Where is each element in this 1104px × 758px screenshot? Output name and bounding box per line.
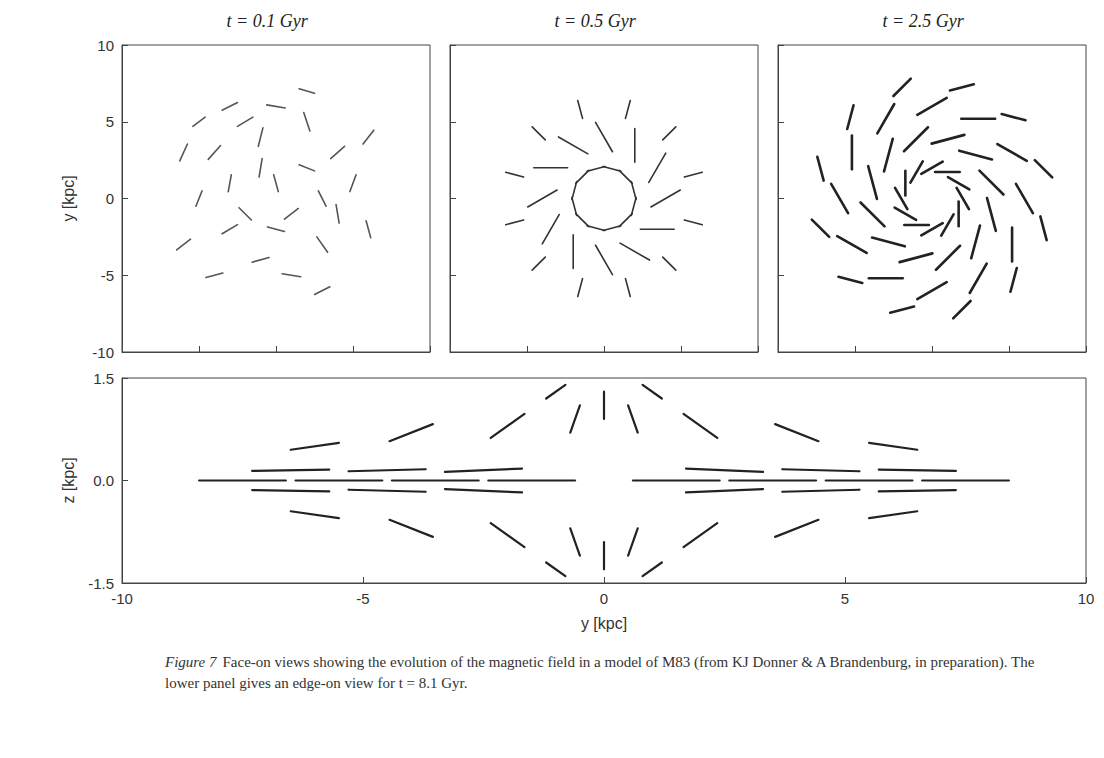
svg-text:t = 0.5 Gyr: t = 0.5 Gyr bbox=[555, 11, 637, 31]
svg-text:t = 2.5 Gyr: t = 2.5 Gyr bbox=[883, 11, 965, 31]
svg-text:z [kpc]: z [kpc] bbox=[60, 457, 77, 503]
svg-text:y [kpc]: y [kpc] bbox=[581, 615, 627, 632]
svg-text:-10: -10 bbox=[111, 590, 133, 607]
svg-text:10: 10 bbox=[97, 37, 114, 54]
svg-text:1.5: 1.5 bbox=[93, 370, 114, 387]
svg-text:t = 0.1 Gyr: t = 0.1 Gyr bbox=[227, 11, 309, 31]
svg-text:y [kpc]: y [kpc] bbox=[60, 175, 77, 221]
svg-text:10: 10 bbox=[1078, 590, 1095, 607]
svg-text:0.0: 0.0 bbox=[93, 472, 114, 489]
svg-text:0: 0 bbox=[600, 590, 608, 607]
svg-text:5: 5 bbox=[841, 590, 849, 607]
html-text:Figure 7 Face-on views showing: Figure 7 Face-on views showing the evolu… bbox=[165, 654, 1035, 691]
svg-text:-5: -5 bbox=[101, 267, 114, 284]
svg-text:0: 0 bbox=[106, 190, 114, 207]
svg-text:-1.5: -1.5 bbox=[88, 575, 114, 592]
svg-text:5: 5 bbox=[106, 113, 114, 130]
svg-text:-5: -5 bbox=[356, 590, 369, 607]
svg-text:-10: -10 bbox=[92, 344, 114, 361]
